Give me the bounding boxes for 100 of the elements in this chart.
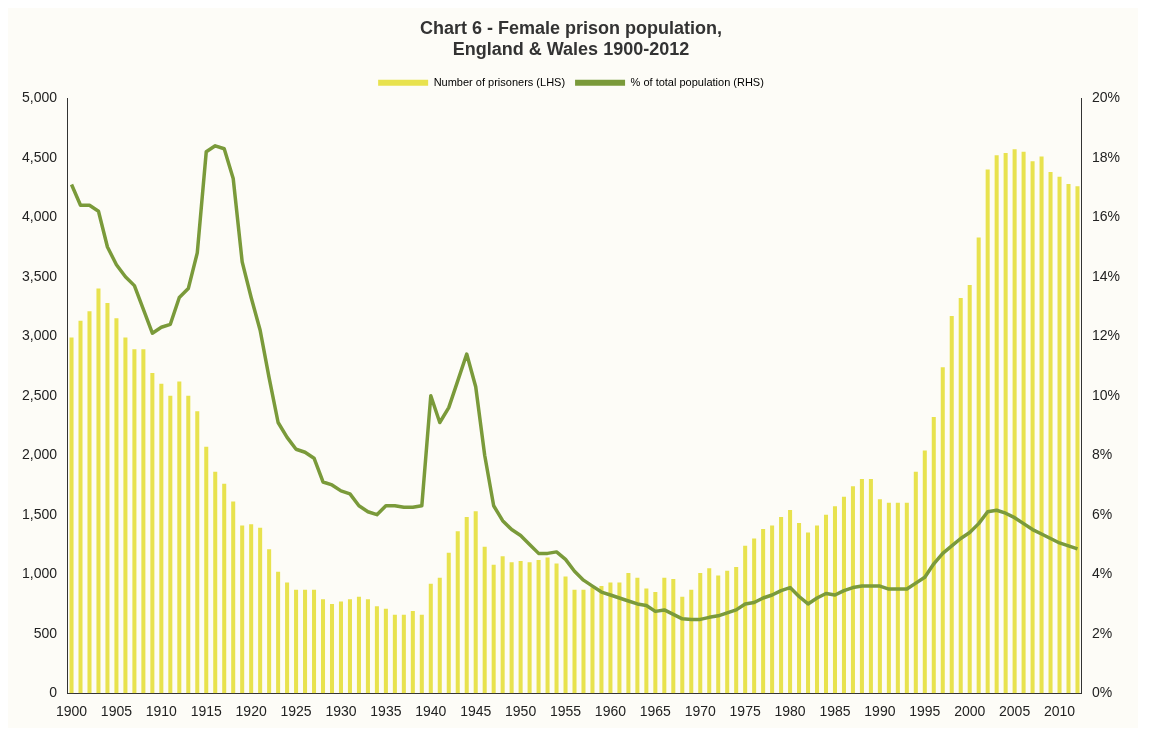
bar — [779, 517, 784, 694]
x-tick-label: 1940 — [415, 703, 447, 720]
x-tick-label: 1950 — [505, 703, 537, 720]
bar — [213, 471, 218, 694]
bar — [725, 570, 730, 694]
y-tick-label: 4,000 — [21, 208, 58, 225]
x-tick-label: 1955 — [549, 703, 582, 720]
bar — [761, 528, 766, 694]
y2-tick-label: 20% — [1091, 89, 1121, 106]
bar — [949, 315, 954, 694]
bar — [752, 538, 757, 694]
x-tick-label: 2010 — [1043, 703, 1076, 720]
y2-tick-label: 18% — [1091, 148, 1121, 165]
bar — [1012, 149, 1017, 694]
bar — [1057, 176, 1062, 694]
y2-tick-label: 12% — [1091, 327, 1121, 344]
x-tick-label: 1915 — [190, 703, 223, 720]
y2-tick-label: 16% — [1091, 208, 1121, 225]
x-tick-label: 1900 — [55, 703, 88, 720]
bar — [428, 583, 433, 694]
bar — [904, 502, 909, 694]
x-tick-label: 1935 — [370, 703, 402, 720]
bar — [563, 576, 568, 694]
x-tick-label: 1925 — [280, 703, 312, 720]
bar — [401, 614, 406, 694]
y-tick-label: 3,000 — [21, 327, 58, 344]
bar — [886, 502, 891, 694]
x-tick-label: 1910 — [145, 703, 178, 720]
bar — [96, 288, 101, 694]
x-tick-label: 1970 — [684, 703, 717, 720]
bar — [832, 506, 837, 694]
y2-tick-label: 2% — [1091, 624, 1113, 641]
y-tick-label: 1,000 — [21, 565, 58, 582]
bar — [967, 285, 972, 694]
x-tick-label: 1945 — [460, 703, 492, 720]
bar — [249, 524, 254, 694]
y-tick-label: 0 — [49, 684, 58, 701]
bar — [877, 499, 882, 694]
bar — [294, 589, 299, 694]
bar — [114, 318, 119, 694]
bar — [635, 577, 640, 694]
bar — [87, 311, 92, 694]
bar — [806, 532, 811, 694]
bar — [940, 367, 945, 694]
bar — [464, 517, 469, 694]
bar — [554, 563, 559, 694]
bar — [581, 589, 586, 694]
bar — [617, 582, 622, 694]
bar — [716, 575, 721, 694]
legend-label: Number of prisoners (LHS) — [433, 75, 566, 88]
bar — [815, 525, 820, 694]
bar — [644, 588, 649, 694]
bar — [69, 337, 74, 694]
bar — [734, 567, 739, 694]
bar — [276, 571, 281, 694]
bar — [868, 479, 873, 694]
bar — [168, 395, 173, 694]
bar — [258, 527, 263, 694]
bar — [347, 599, 352, 694]
bar — [123, 337, 128, 694]
bar — [285, 582, 290, 694]
y-tick-label: 3,500 — [21, 267, 58, 284]
bar — [150, 373, 155, 694]
y2-tick-label: 4% — [1091, 565, 1113, 582]
bar — [195, 411, 200, 694]
bar — [590, 587, 595, 694]
bar — [267, 549, 272, 694]
y-tick-label: 500 — [33, 624, 58, 641]
bar — [303, 589, 308, 694]
y-tick-label: 2,500 — [21, 386, 58, 403]
bar — [1075, 186, 1080, 694]
bar — [859, 479, 864, 694]
legend-label: % of total population (RHS) — [630, 75, 764, 88]
bar — [671, 578, 676, 694]
y2-tick-label: 0% — [1091, 684, 1113, 701]
y2-tick-label: 14% — [1091, 267, 1121, 284]
bar — [446, 552, 451, 694]
x-tick-label: 1995 — [909, 703, 941, 720]
y2-tick-label: 8% — [1091, 446, 1113, 463]
bar — [913, 471, 918, 694]
y-tick-label: 4,500 — [21, 148, 58, 165]
bar — [572, 589, 577, 694]
y-tick-label: 1,500 — [21, 505, 58, 522]
bar — [545, 557, 550, 694]
y2-tick-label: 6% — [1091, 505, 1113, 522]
bar — [895, 502, 900, 694]
bar — [707, 568, 712, 694]
x-tick-label: 1990 — [864, 703, 896, 720]
bar — [1048, 171, 1053, 694]
bar — [823, 514, 829, 694]
bar — [1039, 156, 1044, 694]
bar — [797, 523, 802, 694]
bar — [841, 496, 846, 694]
x-tick-label: 1960 — [594, 703, 627, 720]
bar — [788, 509, 793, 694]
bar — [132, 349, 137, 694]
bar — [1066, 183, 1071, 694]
bar — [1021, 151, 1026, 694]
x-tick-label: 1965 — [639, 703, 672, 720]
bar — [994, 155, 999, 694]
